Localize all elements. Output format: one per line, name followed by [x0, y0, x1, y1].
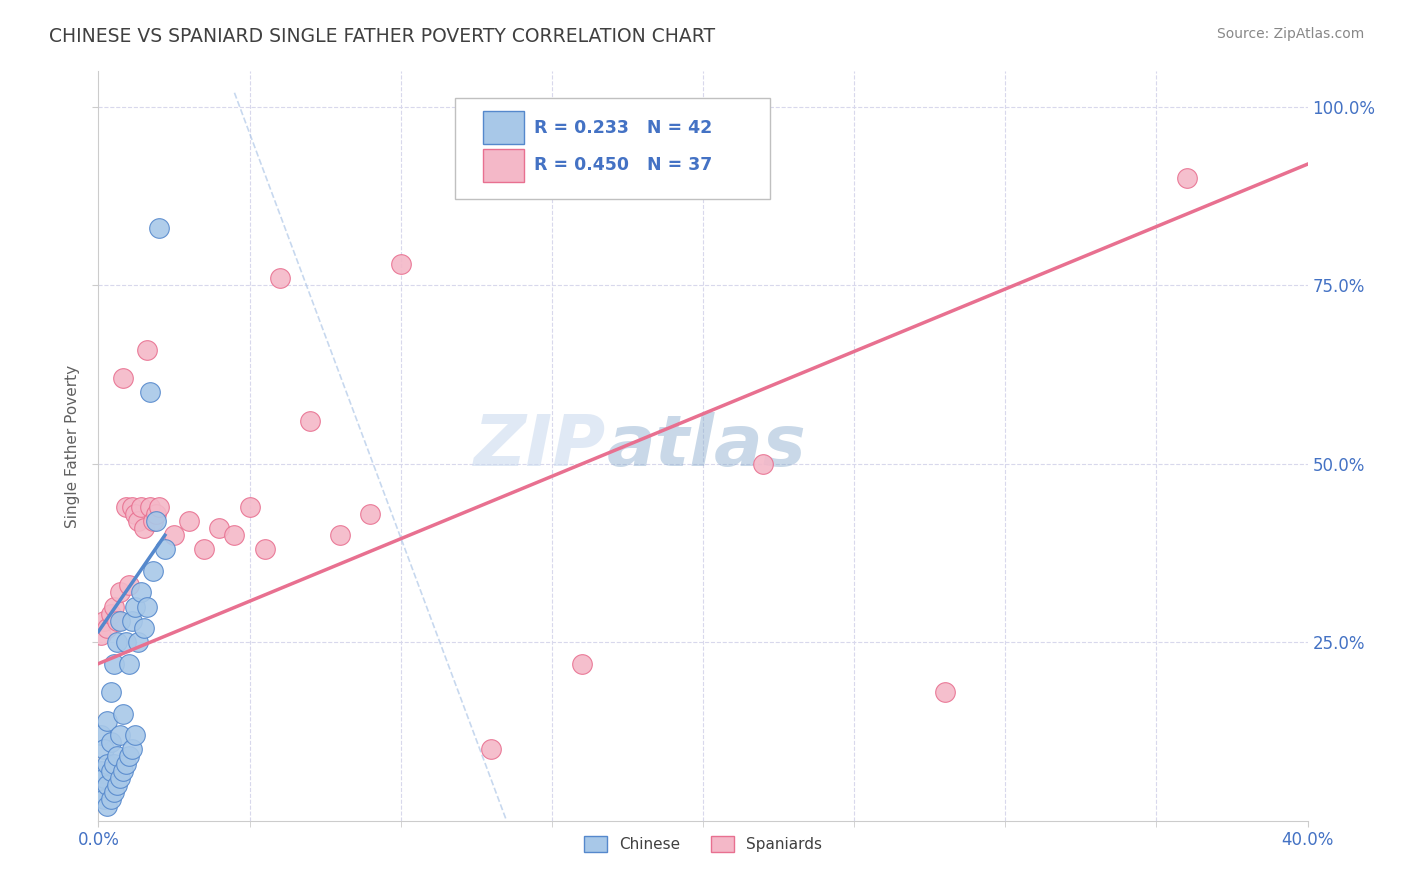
Point	[163, 528, 186, 542]
Point	[108, 614, 131, 628]
Point	[105, 749, 128, 764]
Point	[145, 514, 167, 528]
Point	[1175, 171, 1198, 186]
Point	[179, 514, 201, 528]
Point	[108, 728, 131, 742]
Point	[571, 657, 593, 671]
Point	[153, 542, 176, 557]
Point	[481, 742, 503, 756]
Point	[239, 500, 262, 514]
Point	[129, 500, 152, 514]
Point	[96, 621, 118, 635]
Point	[121, 614, 143, 628]
Point	[139, 385, 162, 400]
Point	[111, 706, 134, 721]
Point	[105, 614, 128, 628]
Point	[132, 521, 155, 535]
Point	[934, 685, 956, 699]
Point	[118, 657, 141, 671]
Point	[129, 585, 152, 599]
FancyBboxPatch shape	[482, 149, 524, 181]
Point	[124, 728, 146, 742]
Point	[224, 528, 246, 542]
Text: CHINESE VS SPANIARD SINGLE FATHER POVERTY CORRELATION CHART: CHINESE VS SPANIARD SINGLE FATHER POVERT…	[49, 27, 716, 45]
Point	[132, 621, 155, 635]
Point	[329, 528, 352, 542]
Point	[124, 599, 146, 614]
Point	[96, 778, 118, 792]
Point	[208, 521, 231, 535]
Point	[127, 514, 149, 528]
Text: R = 0.233   N = 42: R = 0.233 N = 42	[534, 119, 711, 136]
Point	[90, 728, 112, 742]
Point	[752, 457, 775, 471]
Point	[96, 799, 118, 814]
Point	[93, 614, 115, 628]
Point	[90, 628, 112, 642]
Point	[105, 635, 128, 649]
Point	[148, 221, 170, 235]
Point	[118, 749, 141, 764]
Legend: Chinese, Spaniards: Chinese, Spaniards	[578, 830, 828, 858]
Point	[103, 599, 125, 614]
Point	[90, 785, 112, 799]
Text: atlas: atlas	[606, 411, 806, 481]
Point	[103, 756, 125, 771]
Point	[93, 771, 115, 785]
Text: Source: ZipAtlas.com: Source: ZipAtlas.com	[1216, 27, 1364, 41]
Point	[100, 792, 122, 806]
Point	[108, 771, 131, 785]
Text: ZIP: ZIP	[474, 411, 606, 481]
Point	[389, 257, 412, 271]
Point	[127, 635, 149, 649]
Point	[90, 764, 112, 778]
Point	[124, 507, 146, 521]
Point	[142, 564, 165, 578]
Y-axis label: Single Father Poverty: Single Father Poverty	[65, 365, 80, 527]
Point	[142, 514, 165, 528]
Point	[269, 271, 291, 285]
Text: R = 0.450   N = 37: R = 0.450 N = 37	[534, 156, 711, 174]
Point	[111, 371, 134, 385]
Point	[93, 792, 115, 806]
Point	[100, 764, 122, 778]
Point	[111, 764, 134, 778]
Point	[148, 500, 170, 514]
Point	[253, 542, 276, 557]
Point	[105, 778, 128, 792]
Point	[114, 635, 136, 649]
Point	[96, 714, 118, 728]
Point	[93, 742, 115, 756]
Point	[135, 343, 157, 357]
Point	[103, 657, 125, 671]
Point	[135, 599, 157, 614]
Point	[360, 507, 382, 521]
Point	[114, 756, 136, 771]
Point	[96, 756, 118, 771]
Point	[193, 542, 215, 557]
Point	[108, 585, 131, 599]
Point	[299, 414, 322, 428]
FancyBboxPatch shape	[482, 112, 524, 144]
Point	[139, 500, 162, 514]
Point	[114, 500, 136, 514]
Point	[100, 735, 122, 749]
Point	[100, 607, 122, 621]
Point	[145, 507, 167, 521]
Point	[118, 578, 141, 592]
Point	[121, 742, 143, 756]
Point	[121, 500, 143, 514]
Point	[103, 785, 125, 799]
FancyBboxPatch shape	[456, 97, 769, 199]
Point	[100, 685, 122, 699]
